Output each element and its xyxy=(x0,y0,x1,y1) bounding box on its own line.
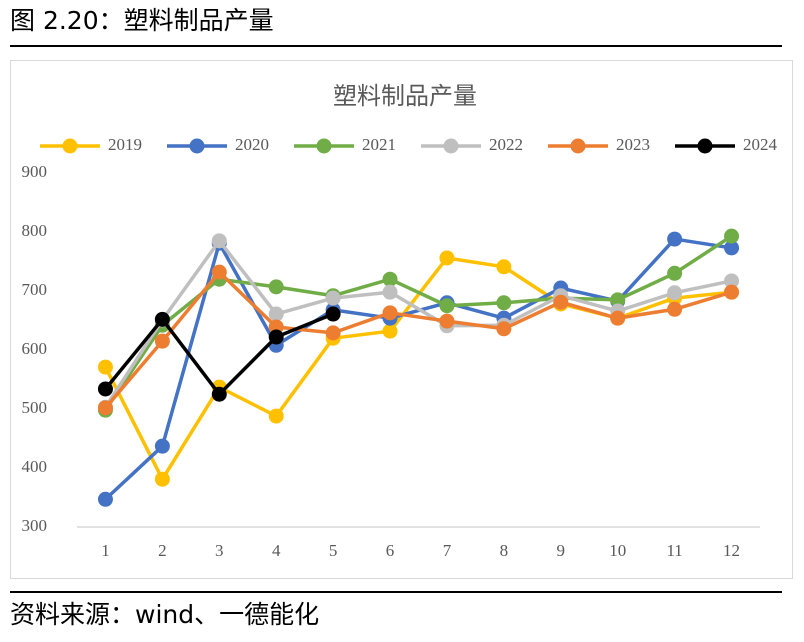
series-line xyxy=(104,234,733,412)
x-tick-label: 5 xyxy=(329,541,338,560)
point-marker xyxy=(211,264,227,280)
legend-marker xyxy=(62,138,78,154)
point-marker xyxy=(724,240,740,256)
point-marker xyxy=(97,359,113,375)
point-marker xyxy=(268,279,284,295)
point-marker xyxy=(325,290,341,306)
legend-marker xyxy=(443,138,459,154)
point-marker xyxy=(439,298,455,314)
x-tick-label: 12 xyxy=(723,541,740,560)
legend-label: 2024 xyxy=(743,135,778,154)
point-marker xyxy=(439,313,455,329)
y-tick-label: 500 xyxy=(22,398,48,417)
x-tick-label: 11 xyxy=(666,541,682,560)
point-marker xyxy=(154,471,170,487)
point-marker xyxy=(382,323,398,339)
point-marker xyxy=(154,311,170,327)
point-marker xyxy=(496,259,512,275)
x-tick-label: 10 xyxy=(609,541,626,560)
legend-marker xyxy=(189,138,205,154)
x-tick-label: 4 xyxy=(272,541,281,560)
point-marker xyxy=(382,305,398,321)
point-marker xyxy=(154,438,170,454)
point-marker xyxy=(439,250,455,266)
x-tick-label: 9 xyxy=(557,541,566,560)
x-tick-label: 2 xyxy=(158,541,167,560)
point-marker xyxy=(724,284,740,300)
x-tick-label: 8 xyxy=(500,541,509,560)
figure-title: 图 2.20：塑料制品产量 xyxy=(10,6,274,35)
x-tick-label: 6 xyxy=(386,541,395,560)
point-marker xyxy=(268,329,284,345)
point-marker xyxy=(610,310,626,326)
point-marker xyxy=(211,233,227,249)
point-marker xyxy=(496,321,512,337)
point-marker xyxy=(325,306,341,322)
legend-label: 2020 xyxy=(235,135,269,154)
y-tick-label: 400 xyxy=(22,457,48,476)
point-marker xyxy=(382,284,398,300)
point-marker xyxy=(382,271,398,287)
chart-frame xyxy=(10,60,793,579)
legend-marker xyxy=(570,138,586,154)
legend-label: 2019 xyxy=(108,135,142,154)
point-marker xyxy=(667,265,683,281)
point-marker xyxy=(724,228,740,244)
point-marker xyxy=(268,408,284,424)
point-marker xyxy=(325,325,341,341)
point-marker xyxy=(154,333,170,349)
x-tick-label: 7 xyxy=(443,541,452,560)
point-marker xyxy=(667,285,683,301)
series-line xyxy=(103,256,732,481)
point-marker xyxy=(268,306,284,322)
legend-label: 2023 xyxy=(616,135,650,154)
legend-marker xyxy=(697,138,713,154)
point-marker xyxy=(97,400,113,416)
y-tick-label: 300 xyxy=(22,516,48,535)
point-marker xyxy=(496,295,512,311)
point-marker xyxy=(211,386,227,402)
point-marker xyxy=(667,301,683,317)
point-marker xyxy=(610,292,626,308)
source-note: 资料来源：wind、一德能化 xyxy=(10,600,319,629)
point-marker xyxy=(553,294,569,310)
y-tick-label: 700 xyxy=(22,280,48,299)
chart-title: 塑料制品产量 xyxy=(333,82,477,110)
point-marker xyxy=(724,273,740,289)
y-tick-label: 900 xyxy=(22,162,48,181)
x-tick-label: 3 xyxy=(215,541,224,560)
point-marker xyxy=(667,231,683,247)
point-marker xyxy=(97,381,113,397)
point-marker xyxy=(97,491,113,507)
x-tick-label: 1 xyxy=(101,541,110,560)
legend-marker xyxy=(316,138,332,154)
y-tick-label: 800 xyxy=(22,221,48,240)
legend-label: 2021 xyxy=(362,135,396,154)
series-line xyxy=(104,270,733,409)
series-line xyxy=(103,239,732,409)
legend-label: 2022 xyxy=(489,135,523,154)
y-tick-label: 600 xyxy=(22,339,48,358)
